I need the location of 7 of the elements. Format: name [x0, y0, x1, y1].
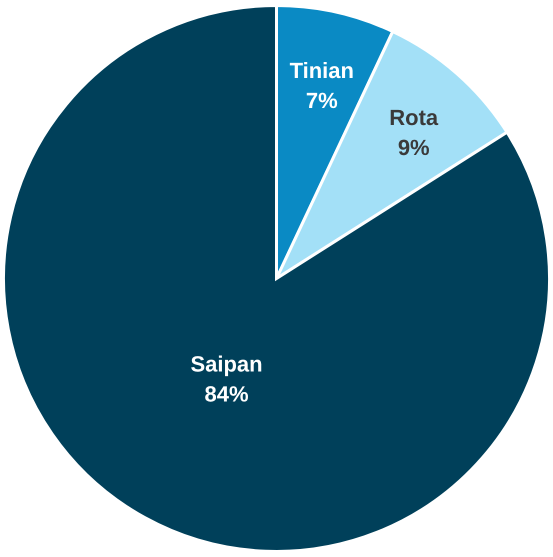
- slice-label: Saipan: [190, 351, 263, 376]
- data-label: 9%: [398, 134, 430, 160]
- slice-label: Tinian: [290, 58, 354, 84]
- data-label: 84%: [204, 381, 249, 406]
- data-label: 7%: [306, 88, 338, 114]
- pie-slice: [2, 4, 551, 553]
- slice-label: Rota: [389, 104, 439, 130]
